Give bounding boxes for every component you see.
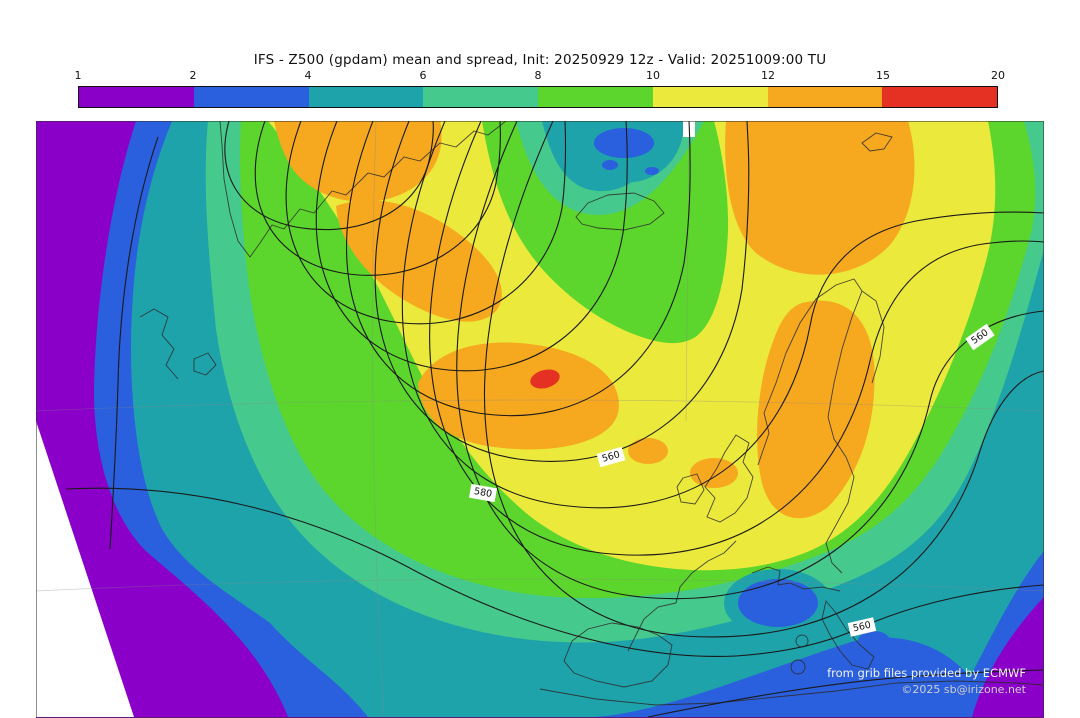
coast-denmark-germany bbox=[751, 566, 841, 592]
colorbar bbox=[78, 86, 998, 108]
colorbar-ticks: 1 2 4 6 8 10 12 15 20 bbox=[74, 69, 1006, 83]
contour-line bbox=[109, 136, 159, 550]
colorbar-tick-label: 6 bbox=[419, 69, 427, 82]
spread-region-orange-spot bbox=[628, 438, 668, 464]
spread-region-orange-scandinavia bbox=[757, 300, 875, 519]
contour-line bbox=[315, 120, 628, 372]
contour-line bbox=[254, 120, 501, 276]
projection-edge-blank bbox=[36, 421, 134, 717]
coast-norway bbox=[757, 278, 863, 574]
coast-greenland bbox=[219, 120, 507, 258]
spread-region-blue-denmark bbox=[738, 579, 818, 627]
colorbar-tick-label: 8 bbox=[534, 69, 542, 82]
map-area: 560 580 560 560 from grib files provided by… bbox=[35, 120, 1045, 718]
contour-label: 580 bbox=[468, 483, 498, 503]
coast-ireland bbox=[676, 473, 705, 505]
colorbar-segment bbox=[79, 87, 194, 107]
spread-max-red-spot bbox=[530, 369, 560, 389]
contour-line bbox=[285, 120, 567, 325]
coast-iberia bbox=[563, 622, 673, 688]
spread-fill-layers bbox=[36, 121, 1045, 718]
coast-france bbox=[627, 540, 737, 652]
coast-britain bbox=[704, 434, 754, 523]
contour-line bbox=[456, 120, 1045, 600]
spread-region-orange-topright bbox=[725, 121, 915, 275]
coast-svalbard bbox=[861, 132, 893, 152]
coast-italy bbox=[821, 600, 875, 670]
colorbar-tick-label: 10 bbox=[646, 69, 660, 82]
contour-line bbox=[346, 120, 691, 417]
svg-text:560: 560 bbox=[601, 449, 621, 465]
spread-region-orange-center bbox=[418, 342, 619, 450]
colorbar-segment bbox=[193, 87, 309, 107]
colorbar-segment bbox=[882, 87, 997, 107]
coast-north-africa bbox=[539, 680, 1045, 706]
spread-region-blue-dot-a bbox=[602, 160, 618, 170]
contour-line bbox=[401, 120, 1045, 509]
colorbar-tick-label: 15 bbox=[876, 69, 890, 82]
contour-line bbox=[647, 669, 1045, 718]
credit-ecmwf: from grib files provided by ECMWF bbox=[827, 666, 1026, 680]
svg-text:580: 580 bbox=[473, 486, 493, 500]
colorbar-segment bbox=[423, 87, 538, 107]
contour-line bbox=[483, 120, 1045, 638]
spread-region-blue-dot-b bbox=[645, 167, 659, 175]
colorbar-segment bbox=[767, 87, 883, 107]
colorbar-area: 1 2 4 6 8 10 12 15 20 bbox=[75, 69, 1005, 108]
colorbar-tick-label: 4 bbox=[304, 69, 312, 82]
coastlines bbox=[139, 120, 1045, 706]
spread-region-blue-notch bbox=[594, 128, 654, 158]
colorbar-tick-label: 1 bbox=[74, 69, 82, 82]
spread-region-orange-topleft bbox=[274, 121, 442, 202]
coast-sardinia bbox=[790, 659, 806, 675]
coast-iceland bbox=[575, 192, 665, 231]
svg-text:560: 560 bbox=[852, 620, 872, 635]
z500-mean-contours bbox=[65, 120, 1045, 718]
contour-label: 560 bbox=[847, 617, 877, 637]
coast-baltic bbox=[861, 290, 885, 384]
colorbar-segment bbox=[308, 87, 424, 107]
spread-region-orange-streak bbox=[336, 200, 502, 322]
colorbar-tick-label: 20 bbox=[991, 69, 1005, 82]
graticule bbox=[35, 120, 1045, 718]
credit-copyright: ©2025 sb@irizone.net bbox=[901, 683, 1026, 696]
spread-region-blue-baltic-spot bbox=[858, 631, 890, 651]
contour-line bbox=[65, 487, 1045, 658]
colorbar-tick-label: 12 bbox=[761, 69, 775, 82]
contour-line bbox=[224, 120, 434, 231]
coast-newfoundland bbox=[193, 352, 217, 376]
contour-label: 560 bbox=[596, 446, 626, 468]
colorbar-segment bbox=[652, 87, 768, 107]
colorbar-tick-label: 2 bbox=[189, 69, 197, 82]
chart-title: IFS - Z500 (gpdam) mean and spread, Init… bbox=[253, 52, 827, 68]
colorbar-segment bbox=[538, 87, 653, 107]
coast-labrador bbox=[139, 308, 179, 380]
contour-line bbox=[429, 120, 1045, 556]
